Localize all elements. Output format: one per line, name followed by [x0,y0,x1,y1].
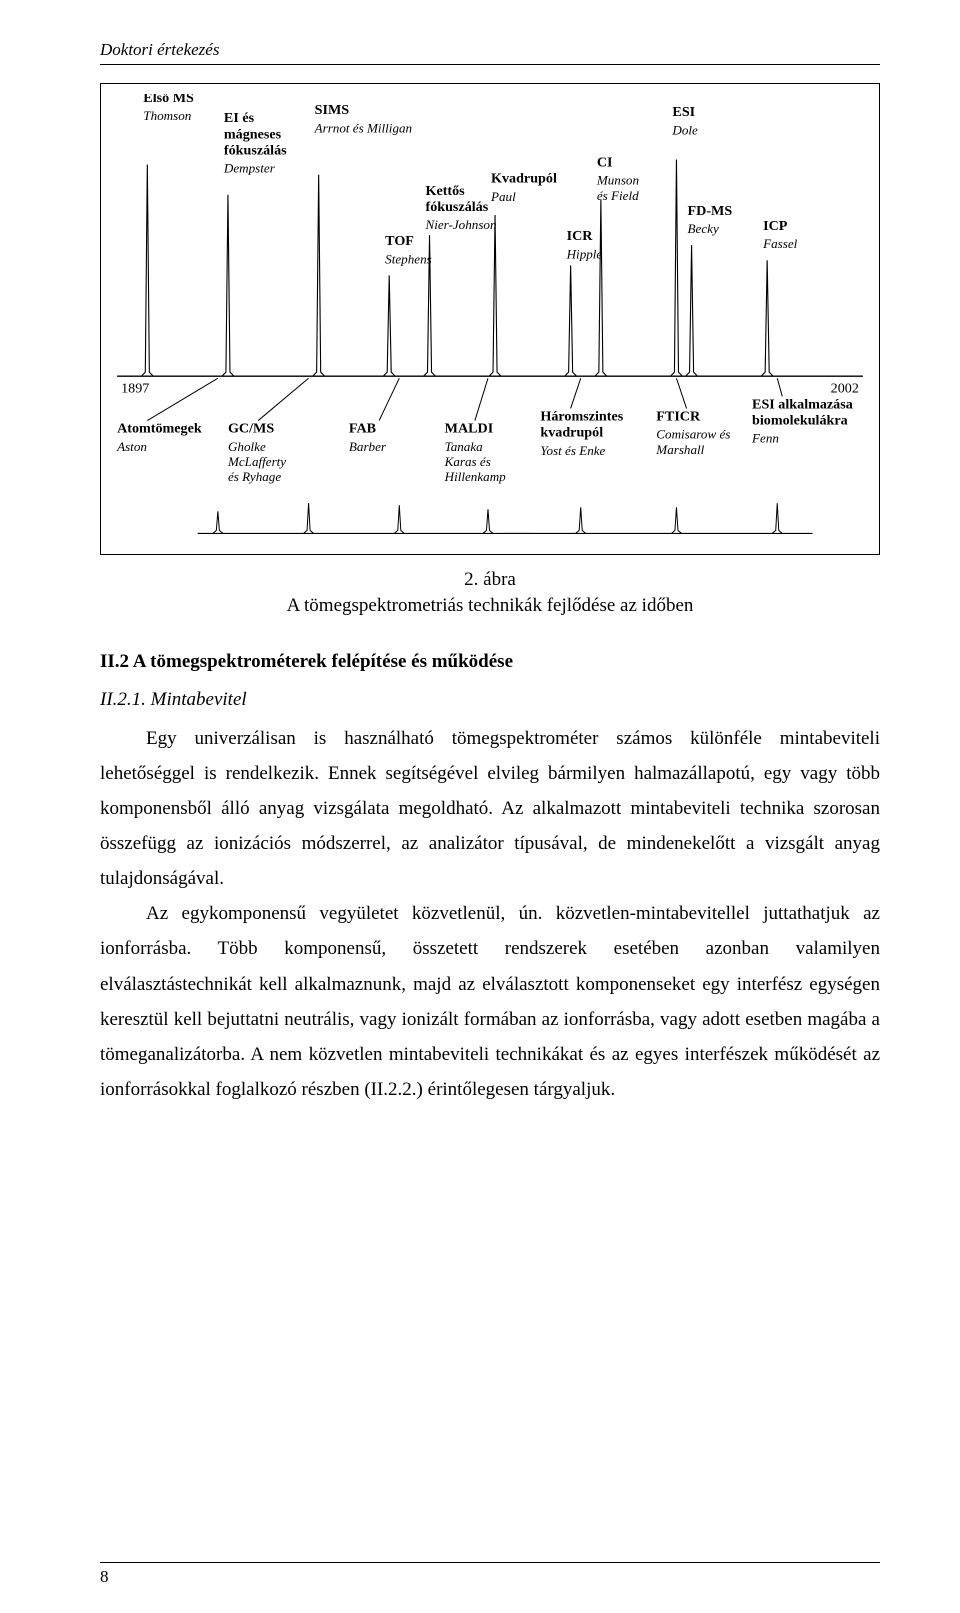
svg-text:Hipple: Hipple [566,246,603,261]
subsection-heading: II.2.1. Mintabevitel [100,689,880,711]
svg-text:Comisarow és: Comisarow és [656,427,730,442]
svg-text:Dole: Dole [671,122,698,137]
svg-text:Arrnot és Milligan: Arrnot és Milligan [314,120,412,135]
svg-text:Munson: Munson [596,173,639,188]
svg-text:FD-MS: FD-MS [688,203,733,219]
svg-text:Paul: Paul [490,189,516,204]
body-paragraph-2: Az egykomponensű vegyületet közvetlenül,… [100,896,880,1107]
svg-text:fókuszálás: fókuszálás [224,142,287,158]
svg-text:Fassel: Fassel [762,236,798,251]
svg-text:MALDI: MALDI [445,421,494,437]
svg-text:Háromszintes: Háromszintes [540,409,623,425]
svg-text:Stephens: Stephens [385,251,432,266]
figure-caption-number: 2. ábra [100,569,880,591]
svg-text:FAB: FAB [349,421,377,437]
figure-timeline: 18972002Első MSThomsonEI ésmágnesesfókus… [100,83,880,555]
svg-text:fókuszálás: fókuszálás [425,199,488,215]
svg-text:Aston: Aston [116,439,147,454]
svg-text:Atomtömegek: Atomtömegek [117,421,202,437]
svg-text:McLafferty: McLafferty [227,454,286,469]
svg-text:Marshall: Marshall [655,442,704,457]
svg-text:és Ryhage: és Ryhage [228,469,281,484]
svg-text:Karas és: Karas és [444,454,491,469]
svg-text:Becky: Becky [688,221,719,236]
page-number: 8 [100,1567,109,1587]
svg-text:Első MS: Első MS [143,94,194,106]
svg-text:Gholke: Gholke [228,439,266,454]
svg-text:Thomson: Thomson [143,108,191,123]
svg-text:GC/MS: GC/MS [228,421,274,437]
svg-text:SIMS: SIMS [315,102,350,118]
svg-text:EI és: EI és [224,110,255,126]
svg-text:TOF: TOF [385,233,414,249]
svg-text:FTICR: FTICR [656,409,701,425]
svg-text:2002: 2002 [831,380,859,396]
svg-text:és Field: és Field [597,188,639,203]
svg-text:CI: CI [597,155,613,171]
svg-text:Hillenkamp: Hillenkamp [444,469,507,484]
svg-text:Yost és Enke: Yost és Enke [540,443,605,458]
svg-text:Kettős: Kettős [425,183,465,199]
svg-text:ESI: ESI [672,104,695,120]
svg-text:Fenn: Fenn [751,431,779,446]
section-heading: II.2 A tömegspektrométerek felépítése és… [100,651,880,673]
svg-text:ESI alkalmazása: ESI alkalmazása [752,396,853,412]
figure-caption-text: A tömegspektrometriás technikák fejlődés… [100,595,880,617]
running-head: Doktori értekezés [100,40,880,65]
svg-text:ICR: ICR [567,228,594,244]
svg-text:mágneses: mágneses [224,126,282,142]
svg-text:kvadrupól: kvadrupól [540,425,603,441]
svg-text:1897: 1897 [121,380,149,396]
svg-text:Barber: Barber [349,439,387,454]
svg-text:biomolekulákra: biomolekulákra [752,413,848,429]
svg-text:Nier-Johnson: Nier-Johnson [424,217,496,232]
body-paragraph-1: Egy univerzálisan is használható tömegsp… [100,721,880,897]
svg-text:Tanaka: Tanaka [445,439,484,454]
svg-text:ICP: ICP [763,218,788,234]
timeline-svg: 18972002Első MSThomsonEI ésmágnesesfókus… [107,94,873,548]
svg-text:Kvadrupól: Kvadrupól [491,171,557,187]
svg-text:Dempster: Dempster [223,161,276,176]
page-footer: 8 [100,1562,880,1587]
